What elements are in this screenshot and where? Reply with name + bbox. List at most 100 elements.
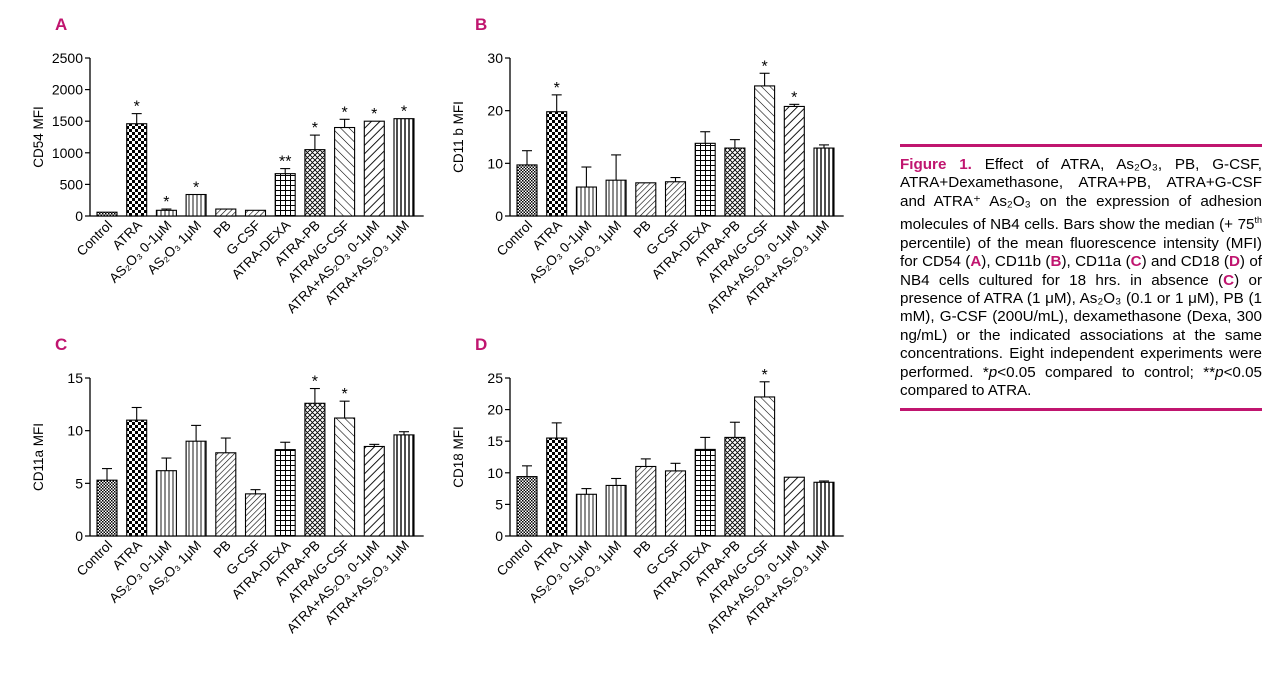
x-tick-label: PB (631, 538, 654, 561)
bar (664, 181, 687, 217)
bar (813, 147, 835, 217)
bar (155, 470, 177, 537)
bar (516, 476, 538, 537)
chart-panel-c: C CD11a MFI 0 5 10 15 Control ATRA AS₂O₃ 0-1μM AS… (0, 320, 440, 660)
y-tick-label: 5 (495, 496, 503, 512)
y-tick-label: 10 (67, 423, 83, 439)
bar (304, 402, 326, 537)
x-tick-label: PB (211, 538, 234, 561)
bar (96, 479, 118, 537)
significance-marker: * (761, 367, 767, 384)
y-tick-label: 5 (75, 475, 83, 491)
bar (783, 476, 805, 537)
y-axis-label: CD54 MFI (31, 106, 46, 168)
caption-title: Figure 1. (900, 156, 972, 173)
significance-marker: ** (279, 154, 291, 171)
bar (575, 493, 597, 537)
bar (605, 179, 627, 217)
panel-letter: A (55, 15, 67, 34)
significance-marker: * (761, 58, 767, 75)
significance-marker: * (554, 80, 560, 97)
y-axis-label: CD11 b MFI (451, 101, 466, 173)
bar (605, 484, 627, 537)
y-tick-label: 500 (60, 176, 84, 192)
y-tick-label: 20 (487, 103, 503, 119)
bar (126, 123, 148, 217)
bar (215, 208, 237, 217)
bar (363, 120, 385, 217)
panel-letter: C (55, 335, 67, 354)
y-tick-label: 15 (487, 433, 503, 449)
bar (694, 142, 716, 217)
bar (185, 193, 207, 217)
significance-marker: * (341, 104, 347, 121)
significance-marker: * (341, 386, 347, 403)
x-tick-label: PB (211, 218, 234, 241)
significance-marker: * (791, 89, 797, 106)
bar (813, 481, 835, 537)
bar (754, 396, 776, 537)
bar (126, 419, 148, 537)
significance-marker: * (371, 106, 377, 123)
y-tick-label: 10 (487, 465, 503, 481)
bar (393, 118, 415, 217)
y-tick-label: 15 (67, 370, 83, 386)
y-tick-label: 0 (75, 528, 83, 544)
bar (546, 111, 568, 217)
bar (185, 440, 207, 537)
bar (244, 209, 267, 217)
bar (546, 437, 568, 537)
significance-marker: * (163, 194, 169, 211)
y-tick-label: 0 (75, 208, 83, 224)
chart-panel-a: A CD54 MFI 0 500 1000 1500 2000 2500 Control * ATR… (0, 0, 440, 340)
x-tick-label: PB (631, 218, 654, 241)
bar (393, 434, 415, 537)
panel-letter: D (475, 335, 487, 354)
bar (334, 417, 356, 537)
bar (363, 445, 385, 537)
bar (215, 452, 237, 537)
bar (694, 448, 716, 537)
bar (274, 173, 296, 217)
y-tick-label: 20 (487, 402, 503, 418)
panel-letter: B (475, 15, 487, 34)
bar (635, 182, 657, 217)
bar (635, 465, 657, 537)
significance-marker: * (312, 374, 318, 391)
bar (724, 147, 746, 217)
y-tick-label: 25 (487, 370, 503, 386)
significance-marker: * (193, 180, 199, 197)
bar (516, 164, 538, 217)
caption-text: Figure 1. Effect of ATRA, As₂O₃, PB, G-C… (900, 156, 1263, 399)
y-tick-label: 30 (487, 50, 503, 66)
bar (575, 186, 597, 217)
y-tick-label: 1000 (52, 145, 83, 161)
significance-marker: * (134, 99, 140, 116)
y-tick-label: 2000 (52, 82, 83, 98)
y-axis-label: CD18 MFI (451, 426, 466, 488)
chart-panel-b: B CD11 b MFI 0 10 20 30 Control * ATRA AS₂O₃ 0-1μ… (420, 0, 860, 340)
significance-marker: * (401, 104, 407, 121)
chart-panel-d: D CD18 MFI 0 5 10 15 20 25 Control ATRA AS₂O₃ 0-1μ… (420, 320, 860, 660)
bar (783, 105, 805, 217)
significance-marker: * (312, 120, 318, 137)
bar (334, 126, 356, 217)
figure-caption: Figure 1. Effect of ATRA, As₂O₃, PB, G-C… (900, 144, 1263, 412)
bar (274, 449, 296, 537)
y-axis-label: CD11a MFI (31, 423, 46, 491)
bar (96, 211, 118, 217)
y-tick-label: 10 (487, 155, 503, 171)
bar (664, 470, 687, 537)
bar (724, 436, 746, 537)
bar (304, 149, 326, 217)
y-tick-label: 1500 (52, 113, 83, 129)
y-tick-label: 2500 (52, 50, 83, 66)
bar (244, 493, 267, 537)
bar (155, 209, 177, 217)
y-tick-label: 0 (495, 528, 503, 544)
y-tick-label: 0 (495, 208, 503, 224)
